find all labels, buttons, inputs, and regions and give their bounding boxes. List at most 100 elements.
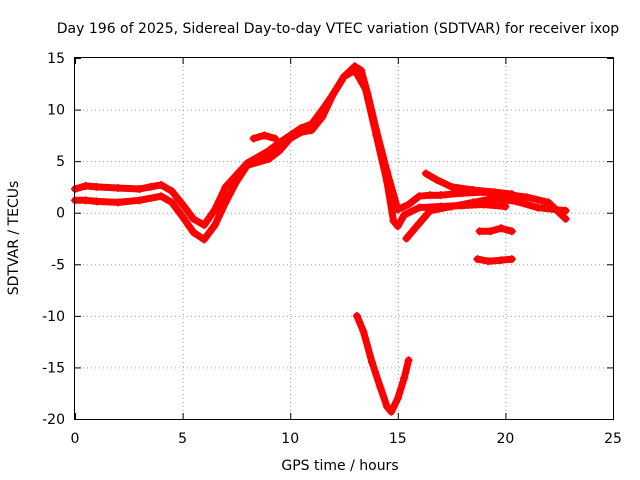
data-point [243, 161, 252, 170]
data-point [249, 134, 258, 143]
data-point [561, 214, 570, 223]
series-arc-short-1 [249, 131, 280, 143]
y-tick-label: -10 [42, 309, 65, 325]
y-tick-label: 10 [47, 103, 65, 119]
data-point [210, 205, 219, 214]
data-point [318, 112, 327, 121]
data-point [135, 184, 144, 193]
data-point [352, 311, 361, 320]
data-point [486, 227, 495, 236]
data-point [393, 222, 402, 231]
data-point [210, 221, 219, 230]
data-point [264, 146, 273, 155]
data-point [178, 200, 187, 209]
data-point [340, 72, 348, 81]
series-arc-short-3 [473, 255, 516, 266]
data-point [376, 384, 385, 393]
data-point [350, 66, 359, 75]
data-point [329, 90, 338, 99]
x-tick-label: 20 [496, 431, 514, 447]
data-point [135, 196, 144, 205]
data-point [507, 190, 516, 199]
data-point [436, 191, 445, 200]
x-tick-label: 0 [71, 431, 80, 447]
data-point [264, 155, 273, 164]
data-point [275, 146, 284, 155]
chart-title: Day 196 of 2025, Sidereal Day-to-day VTE… [57, 21, 620, 37]
data-point [260, 131, 269, 140]
data-point [271, 134, 280, 143]
y-tick-label: 5 [56, 154, 65, 170]
data-point [507, 255, 516, 264]
data-point [114, 183, 123, 192]
data-point [393, 394, 402, 403]
data-point [359, 327, 368, 336]
series-arc-short-2 [475, 224, 516, 236]
data-point [383, 402, 392, 411]
data-point [167, 187, 176, 196]
data-point [415, 203, 424, 212]
data-point [561, 206, 570, 215]
y-tick-label: -15 [42, 360, 65, 376]
data-point [157, 180, 166, 189]
data-point [157, 192, 166, 201]
data-point [221, 198, 230, 207]
series-line [422, 170, 516, 198]
y-tick-label: 15 [47, 51, 65, 67]
data-point [411, 224, 420, 233]
series-arc-negative-dip [352, 311, 413, 416]
data-point [501, 202, 510, 211]
x-tick-label: 5 [178, 431, 187, 447]
data-point [415, 192, 424, 201]
data-point [490, 194, 499, 203]
data-point [383, 177, 392, 186]
data-point [447, 202, 456, 211]
axis-ticks: 0 5 10 15 20 25 -20 -15 -10 -5 0 5 10 15 [42, 51, 622, 447]
data-point [200, 221, 209, 230]
data-series [71, 62, 570, 416]
data-point [497, 224, 506, 233]
series-arc-evening-upper [421, 169, 516, 199]
data-point [286, 134, 295, 143]
series-arc-post-dip [402, 194, 570, 243]
data-point [296, 128, 305, 137]
data-point [92, 182, 101, 191]
data-point [146, 182, 155, 191]
plot-frame [74, 57, 614, 420]
y-tick-label: 0 [56, 206, 65, 222]
data-point [475, 227, 484, 236]
data-point [507, 227, 516, 236]
data-point [114, 198, 123, 207]
x-axis-label: GPS time / hours [281, 458, 398, 474]
data-point [544, 198, 553, 207]
data-point [389, 216, 398, 225]
y-axis-label: SDTVAR / TECUs [6, 181, 22, 296]
data-point [421, 169, 430, 178]
data-point [367, 358, 376, 367]
series-line [473, 255, 516, 265]
y-tick-label: -20 [42, 412, 65, 428]
data-point [92, 197, 101, 206]
data-point [522, 193, 531, 202]
data-point [81, 181, 90, 190]
data-point [432, 175, 441, 184]
data-point [512, 197, 521, 206]
data-point [473, 255, 482, 264]
data-point [447, 182, 456, 191]
data-point [221, 182, 230, 191]
data-point [307, 126, 316, 135]
data-point [400, 210, 409, 219]
data-point [426, 191, 435, 200]
y-tick-label: -5 [51, 257, 65, 273]
x-tick-label: 25 [604, 431, 622, 447]
series-line [71, 66, 509, 243]
data-point [178, 212, 187, 221]
data-point [469, 186, 478, 195]
series-line [353, 312, 413, 416]
data-point [387, 407, 396, 416]
data-point [533, 203, 542, 212]
data-point [404, 356, 413, 365]
data-point [361, 84, 370, 93]
grid [75, 58, 613, 419]
